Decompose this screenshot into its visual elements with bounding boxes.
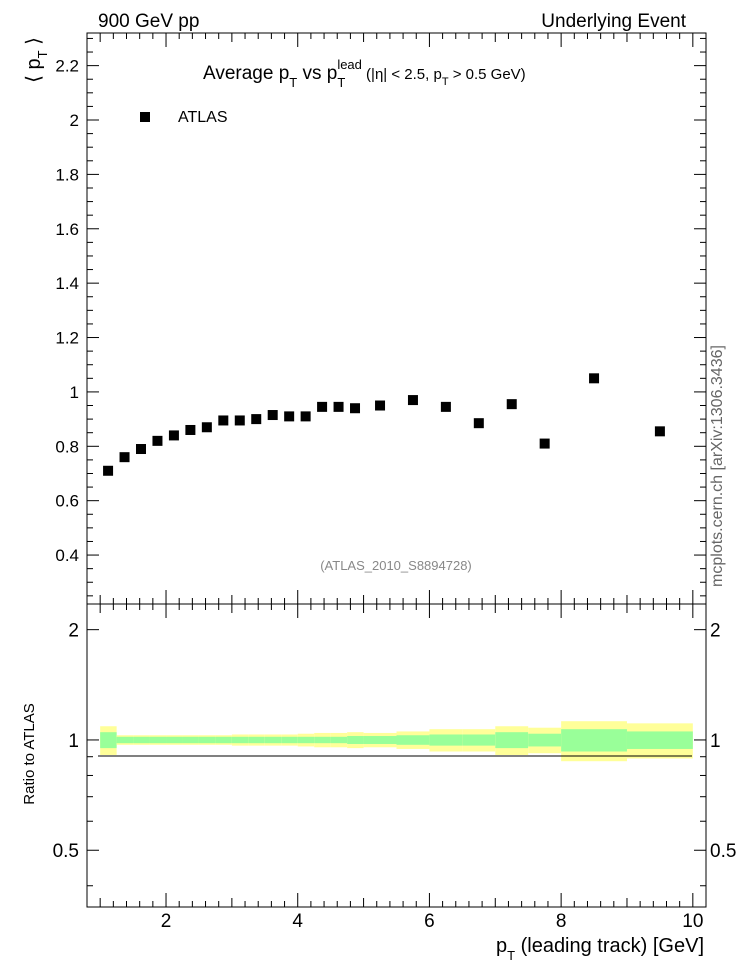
xtick-label: 2 xyxy=(161,911,172,932)
ratio-stat-band xyxy=(133,736,150,744)
ratio-stat-band xyxy=(462,734,496,746)
x-ticks: 2 4 6 8 10 xyxy=(99,33,703,932)
ratio-stat-band xyxy=(198,736,216,744)
ratio-stat-band xyxy=(429,734,463,746)
ratio-stat-band xyxy=(528,733,562,747)
ratio-stat-band xyxy=(330,736,348,744)
ratio-ytick-label: 2 xyxy=(68,621,79,642)
data-point xyxy=(375,400,386,411)
xtick-label: 4 xyxy=(292,911,303,932)
xtick-label: 10 xyxy=(682,911,703,932)
main-ytick-label: 2.2 xyxy=(55,57,79,76)
data-point xyxy=(201,422,212,433)
data-point xyxy=(654,426,665,437)
ratio-stat-band xyxy=(231,736,249,744)
ratio-stat-band xyxy=(248,736,265,744)
data-point xyxy=(333,401,344,412)
ratio-stat-band xyxy=(281,736,298,744)
data-point xyxy=(168,430,179,441)
main-ytick-label: 0.6 xyxy=(55,492,79,511)
ratio-stat-band xyxy=(182,736,199,744)
ratio-bands xyxy=(100,721,693,762)
ratio-stat-band xyxy=(116,736,134,744)
ratio-stat-band xyxy=(264,736,282,744)
main-ytick-label: 0.8 xyxy=(55,437,79,456)
main-ytick-label: 2 xyxy=(70,111,79,130)
main-ytick-label: 0.4 xyxy=(55,546,79,565)
main-ytick-label: 1 xyxy=(70,383,79,402)
header-right: Underlying Event xyxy=(541,11,686,32)
data-point xyxy=(152,435,163,446)
xtick-label: 6 xyxy=(424,911,435,932)
data-point xyxy=(218,415,229,426)
ratio-ylabel: Ratio to ATLAS xyxy=(21,703,38,804)
data-point xyxy=(407,395,418,406)
ratio-ytick-label: 1 xyxy=(68,731,79,752)
data-point xyxy=(267,410,278,421)
ratio-stat-band xyxy=(396,735,430,745)
ratio-y-ticks: 0.5 0.5 1 1 2 2 xyxy=(53,621,736,887)
legend-marker xyxy=(140,112,150,122)
ratio-stat-band xyxy=(149,736,167,744)
data-point xyxy=(103,465,114,476)
data-point xyxy=(506,399,517,410)
legend-label: ATLAS xyxy=(178,109,228,126)
side-label: mcplots.cern.ch [arXiv:1306.3436] xyxy=(709,345,726,587)
ratio-stat-band xyxy=(297,736,315,744)
data-point xyxy=(317,401,328,412)
ratio-ytick-label-right: 1 xyxy=(710,731,721,752)
ratio-stat-band xyxy=(561,729,627,752)
ratio-frame xyxy=(86,603,707,908)
data-point xyxy=(135,444,146,455)
ratio-ytick-label-right: 2 xyxy=(710,621,721,642)
data-point xyxy=(251,414,262,425)
ratio-stat-band xyxy=(363,736,397,744)
data-point xyxy=(234,415,245,426)
main-ytick-label: 1.4 xyxy=(55,274,79,293)
main-ylabel: ⟨ pT ⟩ xyxy=(23,37,50,83)
data-point xyxy=(440,401,451,412)
data-point xyxy=(300,411,311,422)
main-ytick-label: 1.6 xyxy=(55,220,79,239)
main-ytick-label: 1.8 xyxy=(55,165,79,184)
data-point xyxy=(473,418,484,429)
data-point xyxy=(284,411,295,422)
data-point xyxy=(350,403,361,414)
main-title: Average pT vs pTlead (|η| < 2.5, pT > 0.… xyxy=(203,57,526,90)
main-y-ticks: 0.4 0.6 0.8 1 1.2 1.4 1.6 1.8 2 2.2 xyxy=(55,37,706,597)
data-points xyxy=(103,373,665,476)
ratio-stat-band xyxy=(166,736,183,744)
data-point xyxy=(589,373,600,384)
data-point xyxy=(119,452,130,463)
ratio-ytick-label: 0.5 xyxy=(53,841,79,862)
main-ytick-label: 1.2 xyxy=(55,329,79,348)
ratio-stat-band xyxy=(100,732,117,749)
ratio-ytick-label-right: 0.5 xyxy=(710,841,736,862)
header-left: 900 GeV pp xyxy=(98,11,199,32)
x-axis-label: pT (leading track) [GeV] xyxy=(496,935,704,963)
watermark: (ATLAS_2010_S8894728) xyxy=(320,558,472,573)
ratio-stat-band xyxy=(215,736,232,744)
ratio-stat-band xyxy=(347,736,364,744)
ratio-stat-band xyxy=(626,731,693,749)
ratio-stat-band xyxy=(495,732,529,749)
data-point xyxy=(539,438,550,449)
ratio-stat-band xyxy=(314,736,331,744)
data-point xyxy=(185,424,196,435)
xtick-label: 8 xyxy=(556,911,567,932)
